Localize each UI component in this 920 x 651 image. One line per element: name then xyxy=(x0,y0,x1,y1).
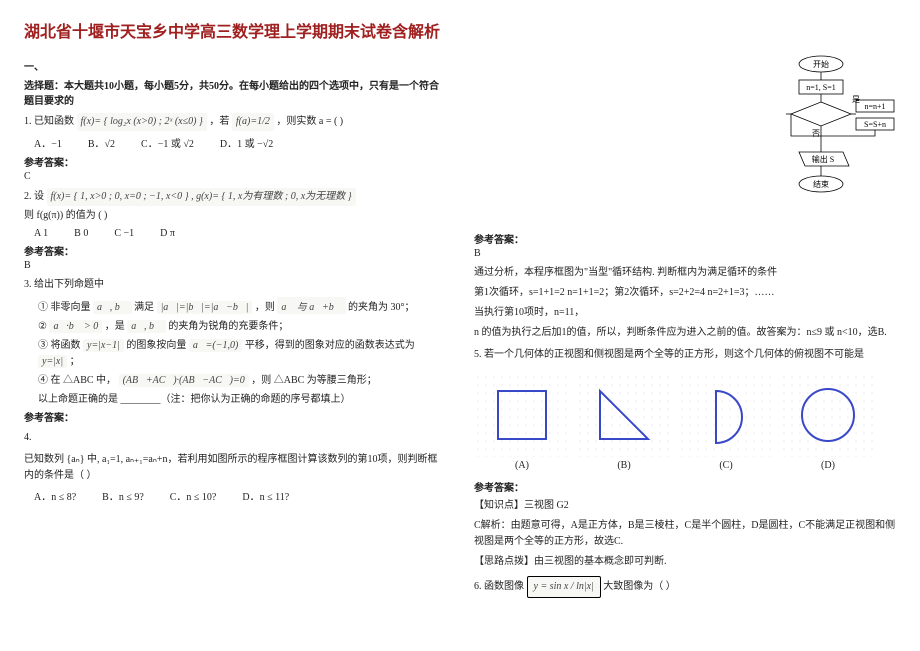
q3-i1-f2: |a⃗|=|b⃗|=|a⃗−b⃗| xyxy=(157,301,253,314)
q4-exp-2: 第1次循环，s=1+1=2 n=1+1=2；第2次循环，s=2+2=4 n=2+… xyxy=(474,285,896,301)
q2-options: A 1 B 0 C −1 D π xyxy=(34,228,446,239)
q5-shape-a: (A) xyxy=(474,373,570,457)
q2-opt-b: B 0 xyxy=(74,228,88,239)
q1-opt-a: A．−1 xyxy=(34,135,62,150)
q2-opt-d: D π xyxy=(160,228,175,239)
page-title: 湖北省十堰市天宝乡中学高三数学理上学期期末试卷含解析 xyxy=(24,18,896,42)
question-6: 6. 函数图像 y = sin x / ln|x| 大致图像为（ ） xyxy=(474,576,896,598)
q3-tail: 以上命题正确的是 ________（注：把你认为正确的命题的序号都填上） xyxy=(38,390,446,405)
flow-yes: 是 xyxy=(852,95,860,104)
q3-i3-a: ③ 将函数 xyxy=(38,340,81,351)
q3-i1-f1: a⃗, b⃗ xyxy=(93,301,132,314)
flowchart: 开始 n=1, S=1 n=n+1 S=S+n 是 否 输出 S 结束 xyxy=(746,54,896,227)
q3-item-3: ③ 将函数 y=|x−1| 的图象按向量 a⃗=(−1,0) 平移，得到的图象对… xyxy=(38,336,446,368)
q3-item-1: ① 非零向量 a⃗, b⃗ 满足 |a⃗|=|b⃗|=|a⃗−b⃗| ，则 a⃗… xyxy=(38,297,446,314)
question-4-head: 4. xyxy=(24,430,446,446)
q3-i1-b: 满足 xyxy=(134,302,154,313)
question-1: 1. 已知函数 f(x)= { log₂x (x>0) ; 2ˣ (x≤0) }… xyxy=(24,113,446,131)
q5-shape-b: (B) xyxy=(576,373,672,457)
right-column: 开始 n=1, S=1 n=n+1 S=S+n 是 否 输出 S 结束 参考答案… xyxy=(474,54,896,602)
q2-opt-a: A 1 xyxy=(34,228,48,239)
question-2: 2. 设 f(x)= { 1, x>0 ; 0, x=0 ; −1, x<0 }… xyxy=(24,188,446,224)
left-column: 一、 选择题：本大题共10小题，每小题5分，共50分。在每小题给出的四个选项中，… xyxy=(24,54,446,602)
q3-i1-d: 的夹角为 30°； xyxy=(348,302,415,313)
q1-options: A．−1 B．√2 C．−1 或 √2 D．1 或 −√2 xyxy=(34,135,446,150)
q5-label-a: (A) xyxy=(474,460,570,471)
q5-tip: 【思路点拨】由三视图的基本概念即可判断. xyxy=(474,554,896,570)
q3-answer-label: 参考答案： xyxy=(24,409,446,424)
q1-stem-a: 1. 已知函数 xyxy=(24,116,74,127)
q5-label-c: (C) xyxy=(678,460,774,471)
q4-opt-a: A．n ≤ 8? xyxy=(34,488,76,503)
q1-tail: ，则实数 a = ( ) xyxy=(276,116,343,127)
q5-answer-label: 参考答案： xyxy=(474,479,896,494)
q5-shapes-row: (A) (B) (C) (D) xyxy=(474,373,896,457)
q1-formula-2: f(a)=1/2 xyxy=(232,113,274,131)
flow-start: 开始 xyxy=(813,59,829,69)
q3-i1-a: ① 非零向量 xyxy=(38,302,91,313)
flowchart-svg: 开始 n=1, S=1 n=n+1 S=S+n 是 否 输出 S 结束 xyxy=(746,54,896,224)
q3-i3-f3: y=|x| xyxy=(38,355,67,368)
q5-shape-d: (D) xyxy=(780,373,876,457)
q4-answer: B xyxy=(474,248,896,259)
q4-answer-label: 参考答案： xyxy=(474,231,896,246)
q5-exp: C解析：由题意可得，A是正方体，B是三棱柱，C是半个圆柱，D是圆柱，C不能满足正… xyxy=(474,518,896,550)
q3-i2-f1: a⃗·b⃗ > 0 xyxy=(49,320,102,333)
q1-opt-b: B．√2 xyxy=(88,135,115,150)
q6-formula: y = sin x / ln|x| xyxy=(527,576,601,598)
q2-answer-label: 参考答案： xyxy=(24,243,446,258)
q3-i4-f1: (AB⃗+AC⃗)·(AB⃗−AC⃗)=0 xyxy=(119,374,249,387)
q3-i3-f1: y=|x−1| xyxy=(83,339,124,352)
question-3-head: 3. 给出下列命题中 xyxy=(24,277,446,293)
q4-opt-d: D．n ≤ 11? xyxy=(242,488,289,503)
flow-body1: n=n+1 xyxy=(864,102,885,111)
q3-i2-b: ，是 xyxy=(105,321,125,332)
q4-opt-c: C．n ≤ 10? xyxy=(170,488,217,503)
section-label: 一、 xyxy=(24,58,446,73)
q5-kp: 【知识点】三视图 G2 xyxy=(474,498,896,514)
q4-exp-1: 通过分析，本程序框图为"当型"循环结构. 判断框内为满足循环的条件 xyxy=(474,265,896,281)
q6-stem-b: 大致图像为（ ） xyxy=(603,581,676,592)
q4-options: A．n ≤ 8? B．n ≤ 9? C．n ≤ 10? D．n ≤ 11? xyxy=(34,488,446,503)
q3-i4-a: ④ 在 △ABC 中， xyxy=(38,375,116,386)
q2-stem-a: 2. 设 xyxy=(24,191,44,202)
q4-exp-3: 当执行第10项时，n=11， xyxy=(474,305,896,321)
q1-opt-d: D．1 或 −√2 xyxy=(220,135,273,150)
q2-opt-c: C −1 xyxy=(114,228,134,239)
q3-i3-f2: a⃗=(−1,0) xyxy=(189,339,242,352)
q3-item-2: ② a⃗·b⃗ > 0 ，是 a⃗, b⃗ 的夹角为锐角的充要条件； xyxy=(38,317,446,333)
q4-opt-b: B．n ≤ 9? xyxy=(102,488,144,503)
q5-shape-c: (C) xyxy=(678,373,774,457)
q3-i4-b: ，则 △ABC 为等腰三角形； xyxy=(251,375,377,386)
instructions: 选择题：本大题共10小题，每小题5分，共50分。在每小题给出的四个选项中，只有是… xyxy=(24,77,446,107)
q3-i3-c: 平移，得到的图象对应的函数表达式为 xyxy=(245,340,415,351)
flow-no: 否 xyxy=(812,129,820,138)
q1-opt-c: C．−1 或 √2 xyxy=(141,135,194,150)
q1-answer: C xyxy=(24,171,446,182)
q5-label-b: (B) xyxy=(576,460,672,471)
q2-answer: B xyxy=(24,260,446,271)
q5-label-d: (D) xyxy=(780,460,876,471)
q3-i2-c: 的夹角为锐角的充要条件； xyxy=(168,321,288,332)
q3-i2-a: ② xyxy=(38,321,47,332)
q3-i3-b: 的图象按向量 xyxy=(126,340,186,351)
q3-item-4: ④ 在 △ABC 中， (AB⃗+AC⃗)·(AB⃗−AC⃗)=0 ，则 △AB… xyxy=(38,371,446,387)
question-5: 5. 若一个几何体的正视图和侧视图是两个全等的正方形，则这个几何体的俯视图不可能… xyxy=(474,347,896,363)
question-4-stem: 已知数列 {aₙ} 中, a₁=1, aₙ₊₁=aₙ+n，若利用如图所示的程序框… xyxy=(24,452,446,484)
flow-init: n=1, S=1 xyxy=(806,83,835,92)
flow-body2: S=S+n xyxy=(864,120,886,129)
q1-formula-1: f(x)= { log₂x (x>0) ; 2ˣ (x≤0) } xyxy=(77,113,207,131)
q6-stem-a: 6. 函数图像 xyxy=(474,581,524,592)
flow-end: 结束 xyxy=(813,179,829,189)
q3-i1-f3: a⃗ 与 a⃗+b⃗ xyxy=(277,297,345,314)
q1-mid: ，若 xyxy=(209,116,229,127)
q2-tail: 则 f(g(π)) 的值为 ( ) xyxy=(24,210,107,221)
q3-i3-d: ； xyxy=(70,356,80,367)
flow-out: 输出 S xyxy=(812,154,834,164)
q1-answer-label: 参考答案： xyxy=(24,154,446,169)
q4-exp-4: n 的值为执行之后加1的值，所以，判断条件应为进入之前的值。故答案为：n≤9 或… xyxy=(474,325,896,341)
q2-formula: f(x)= { 1, x>0 ; 0, x=0 ; −1, x<0 } , g(… xyxy=(47,188,356,206)
q3-i1-c: ，则 xyxy=(255,302,275,313)
q3-i2-f2: a⃗, b⃗ xyxy=(127,320,166,333)
